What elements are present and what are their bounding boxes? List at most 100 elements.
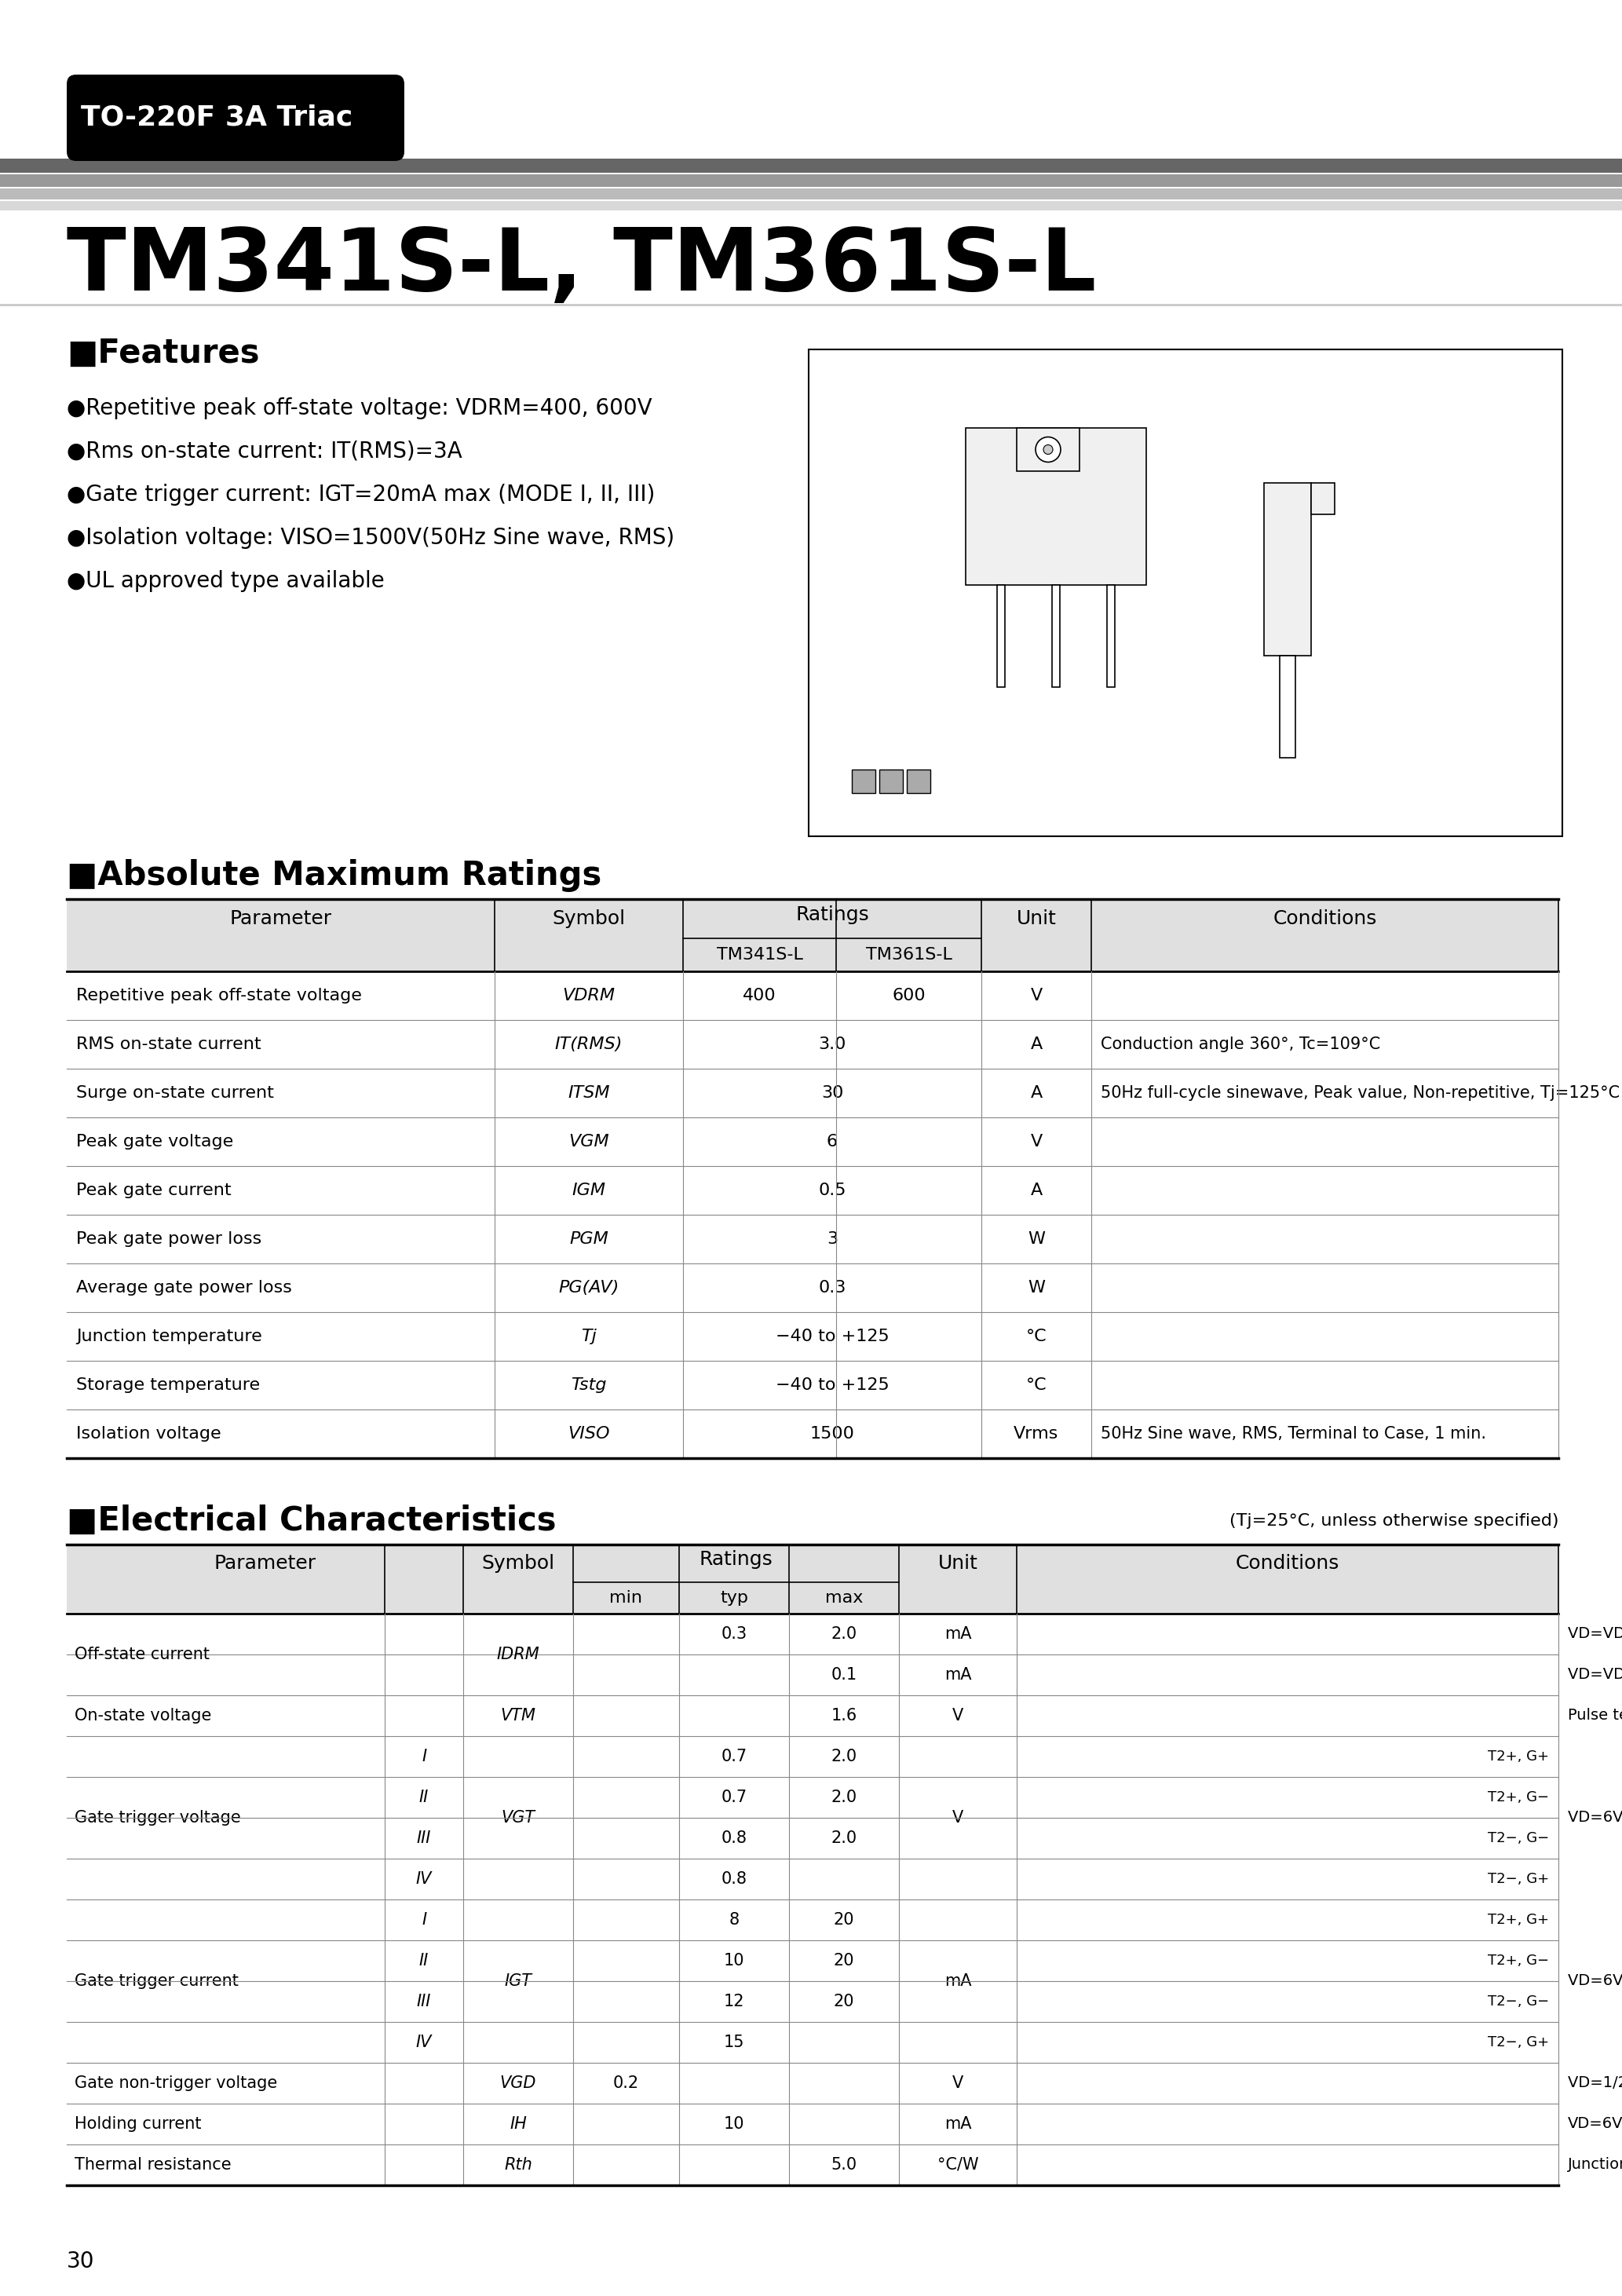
Text: ■Features: ■Features [67,338,260,370]
Text: mA: mA [944,1667,972,1683]
Bar [879,769,903,792]
Text: 0.3: 0.3 [722,1626,748,1642]
Text: max: max [826,1591,863,1605]
Text: T2+, G+: T2+, G+ [1487,1913,1549,1926]
Text: 0.1: 0.1 [830,1667,856,1683]
Text: Parameter: Parameter [230,909,333,928]
Text: 20: 20 [834,1954,855,1968]
Text: Isolation voltage: Isolation voltage [76,1426,221,1442]
Text: ●Rms on-state current: IT(RMS)=3A: ●Rms on-state current: IT(RMS)=3A [67,441,462,461]
Text: Peak gate power loss: Peak gate power loss [76,1231,261,1247]
Text: VGM: VGM [568,1134,610,1150]
Text: Off-state current: Off-state current [75,1646,209,1662]
Text: IT(RMS): IT(RMS) [555,1035,623,1052]
Text: 20: 20 [834,1993,855,2009]
Text: −40 to +125: −40 to +125 [775,1329,889,1343]
Text: 0.3: 0.3 [819,1279,847,1295]
Text: T2−, G+: T2−, G+ [1487,1871,1549,1885]
Text: T2+, G−: T2+, G− [1487,1954,1549,1968]
Bar [965,427,1147,585]
Text: °C: °C [1025,1329,1046,1343]
Text: T2−, G−: T2−, G− [1487,1995,1549,2009]
Text: 30: 30 [67,2250,94,2273]
Text: mA: mA [944,1626,972,1642]
Text: 5.0: 5.0 [830,2156,856,2172]
Text: RMS on-state current: RMS on-state current [76,1035,261,1052]
Text: Surge on-state current: Surge on-state current [76,1086,274,1100]
Text: VGT: VGT [501,1809,535,1825]
Text: W: W [1028,1279,1045,1295]
Text: (Unit: mm): (Unit: mm) [822,388,905,404]
Text: TM361S-L: TM361S-L [866,946,952,962]
Text: mA: mA [944,2117,972,2133]
Text: Average gate power loss: Average gate power loss [76,1279,292,1295]
Text: 0.8: 0.8 [722,1871,748,1887]
Text: 30: 30 [821,1086,843,1100]
Text: Peak gate voltage: Peak gate voltage [76,1134,234,1150]
Text: 0.8: 0.8 [722,1830,748,1846]
Text: I: I [422,1750,427,1763]
Text: IV: IV [415,1871,431,1887]
Text: 12: 12 [723,1993,744,2009]
Text: Gate trigger voltage: Gate trigger voltage [75,1809,240,1825]
Text: Conduction angle 360°, Tc=109°C: Conduction angle 360°, Tc=109°C [1101,1035,1380,1052]
Text: VISO: VISO [568,1426,610,1442]
Text: mA: mA [944,1972,972,1988]
Text: 50Hz Sine wave, RMS, Terminal to Case, 1 min.: 50Hz Sine wave, RMS, Terminal to Case, 1… [1101,1426,1486,1442]
Text: Vrms: Vrms [1014,1426,1059,1442]
Text: V: V [1030,987,1043,1003]
Text: 0.7: 0.7 [722,1750,748,1763]
Text: TO-220F 3A Triac: TO-220F 3A Triac [81,103,352,131]
Text: IV: IV [415,2034,431,2050]
Text: (Tj=25°C, unless otherwise specified): (Tj=25°C, unless otherwise specified) [1229,1513,1559,1529]
Text: ■Electrical Characteristics: ■Electrical Characteristics [67,1504,556,1538]
Text: ●Isolation voltage: VISO=1500V(50Hz Sine wave, RMS): ●Isolation voltage: VISO=1500V(50Hz Sine… [67,526,675,549]
Text: T2+, G−: T2+, G− [1487,1791,1549,1805]
Text: (1): Terminal 1 (T₁)    a. Part Number
(2): Terminal 2 (T₂)    b. Lot Number
(3): (1): Terminal 1 (T₁) a. Part Number (2):… [822,765,1061,822]
Text: VD=6V: VD=6V [1568,2117,1622,2131]
Text: ●Repetitive peak off-state voltage: VDRM=400, 600V: ●Repetitive peak off-state voltage: VDRM… [67,397,652,420]
Text: Repetitive peak off-state voltage: Repetitive peak off-state voltage [76,987,362,1003]
Text: 20: 20 [834,1913,855,1929]
Text: VTM: VTM [501,1708,535,1724]
Text: 15: 15 [723,2034,744,2050]
Bar [0,188,1622,200]
Text: VD=VDRM, RGK=∞, Tj=25°C: VD=VDRM, RGK=∞, Tj=25°C [1568,1667,1622,1683]
Text: 10: 10 [723,1954,744,1968]
Bar [0,303,1622,305]
Text: II: II [418,1789,428,1805]
Text: Storage temperature: Storage temperature [76,1378,260,1394]
Text: Unit: Unit [938,1554,978,1573]
Bar [0,174,1622,186]
Text: 2.0: 2.0 [830,1750,856,1763]
Text: Rth: Rth [504,2156,532,2172]
Bar [1264,482,1311,657]
Text: Gate non-trigger voltage: Gate non-trigger voltage [75,2076,277,2092]
Text: 600: 600 [892,987,926,1003]
Text: IGT: IGT [504,1972,532,1988]
Text: Junction to case: Junction to case [1568,2158,1622,2172]
Text: VD=6V, RL=10Ω, TC=25°C: VD=6V, RL=10Ω, TC=25°C [1568,1975,1622,1988]
Text: Gate trigger current: Gate trigger current [75,1972,238,1988]
Text: 8: 8 [728,1913,740,1929]
Text: 0.5: 0.5 [817,1182,847,1199]
Text: VDRM: VDRM [563,987,615,1003]
Text: VD=1/2×VDRM, Tj=125°C: VD=1/2×VDRM, Tj=125°C [1568,2076,1622,2092]
Text: PG(AV): PG(AV) [558,1279,620,1295]
Text: 50Hz full-cycle sinewave, Peak value, Non-repetitive, Tj=125°C: 50Hz full-cycle sinewave, Peak value, No… [1101,1086,1620,1100]
Text: A: A [1030,1086,1043,1100]
Text: Parameter: Parameter [214,1554,316,1573]
Text: 2.0: 2.0 [830,1626,856,1642]
Text: 0.7: 0.7 [722,1789,748,1805]
Text: Unit: Unit [1017,909,1056,928]
Bar [1106,585,1114,687]
Bar [998,585,1006,687]
Text: ITSM: ITSM [568,1086,610,1100]
Text: 10: 10 [723,2117,744,2133]
Text: Thermal resistance: Thermal resistance [75,2156,232,2172]
Text: 3: 3 [827,1231,837,1247]
Text: III: III [417,1830,431,1846]
Text: Tj: Tj [581,1329,597,1343]
Bar [67,900,1559,971]
Bar [1053,585,1059,687]
